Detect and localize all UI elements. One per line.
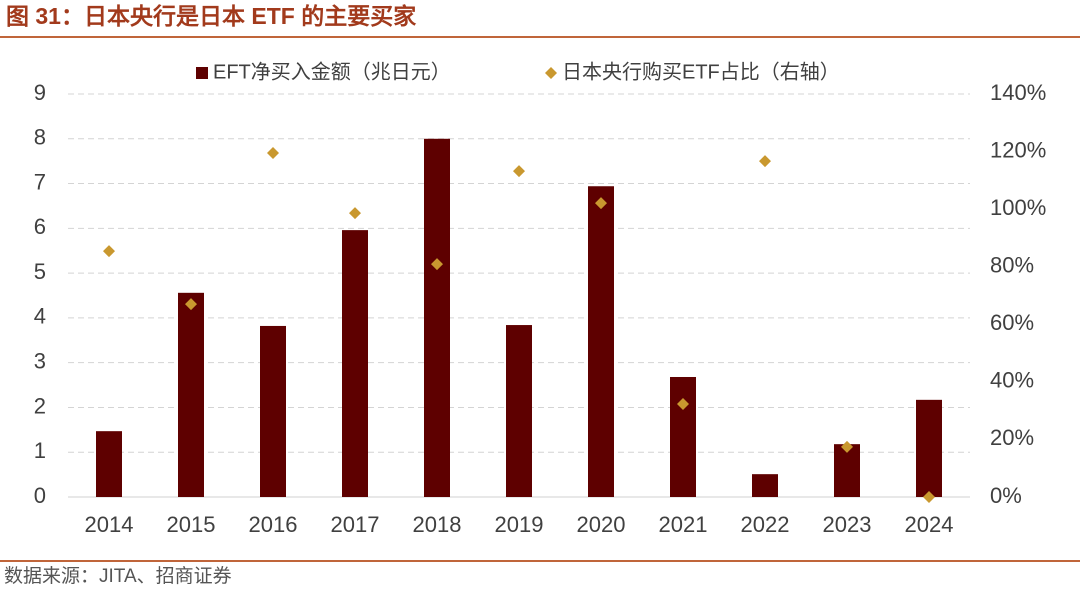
x-tick-label: 2018: [413, 512, 462, 537]
bar: [916, 399, 942, 497]
point: [185, 298, 197, 311]
y2-tick-label: 140%: [990, 80, 1046, 105]
x-tick-label: 2015: [167, 512, 216, 537]
y-tick-label: 6: [34, 214, 46, 239]
bar: [424, 138, 450, 497]
point: [267, 147, 279, 160]
y-tick-label: 3: [34, 348, 46, 373]
y-tick-label: 2: [34, 393, 46, 418]
point: [923, 491, 935, 503]
legend-label: 日本央行购买ETF占比（右轴）: [562, 60, 840, 83]
legend-label: EFT净买入金额（兆日元）: [213, 60, 451, 83]
x-tick-label: 2022: [741, 512, 790, 537]
point: [103, 245, 115, 258]
bar: [670, 376, 696, 497]
bar: [834, 444, 860, 497]
y2-tick-label: 20%: [990, 425, 1034, 450]
point: [677, 398, 689, 411]
bar: [342, 230, 368, 497]
point: [349, 207, 361, 220]
y2-tick-label: 0%: [990, 483, 1022, 508]
y-tick-label: 4: [34, 304, 46, 329]
bar: [178, 292, 204, 497]
chart-title: 图 31：日本央行是日本 ETF 的主要买家: [6, 3, 416, 29]
y-tick-label: 9: [34, 80, 46, 105]
x-tick-label: 2017: [331, 512, 380, 537]
bar: [506, 325, 532, 497]
bar: [96, 431, 122, 497]
point: [759, 155, 771, 168]
y2-tick-label: 80%: [990, 253, 1034, 278]
x-tick-label: 2021: [659, 512, 708, 537]
y2-tick-label: 60%: [990, 310, 1034, 335]
source-note: 数据来源：JITA、招商证券: [4, 565, 232, 587]
y-tick-label: 7: [34, 169, 46, 194]
point: [841, 440, 853, 453]
y-tick-label: 0: [34, 483, 46, 508]
bar: [260, 325, 286, 497]
y-tick-label: 5: [34, 259, 46, 284]
point: [513, 165, 525, 178]
bar: [752, 474, 778, 497]
y-tick-label: 1: [34, 438, 46, 463]
x-tick-label: 2016: [249, 512, 298, 537]
x-tick-label: 2023: [823, 512, 872, 537]
x-tick-label: 2014: [85, 512, 134, 537]
y2-tick-label: 100%: [990, 195, 1046, 220]
y-tick-label: 8: [34, 125, 46, 150]
bar: [588, 186, 614, 497]
x-tick-label: 2019: [495, 512, 544, 537]
y2-tick-label: 120%: [990, 137, 1046, 162]
point: [595, 197, 607, 210]
x-tick-label: 2024: [905, 512, 954, 537]
point: [431, 258, 443, 271]
legend-swatch: [196, 67, 208, 79]
y2-tick-label: 40%: [990, 368, 1034, 393]
legend-swatch: [545, 67, 557, 79]
x-tick-label: 2020: [577, 512, 626, 537]
